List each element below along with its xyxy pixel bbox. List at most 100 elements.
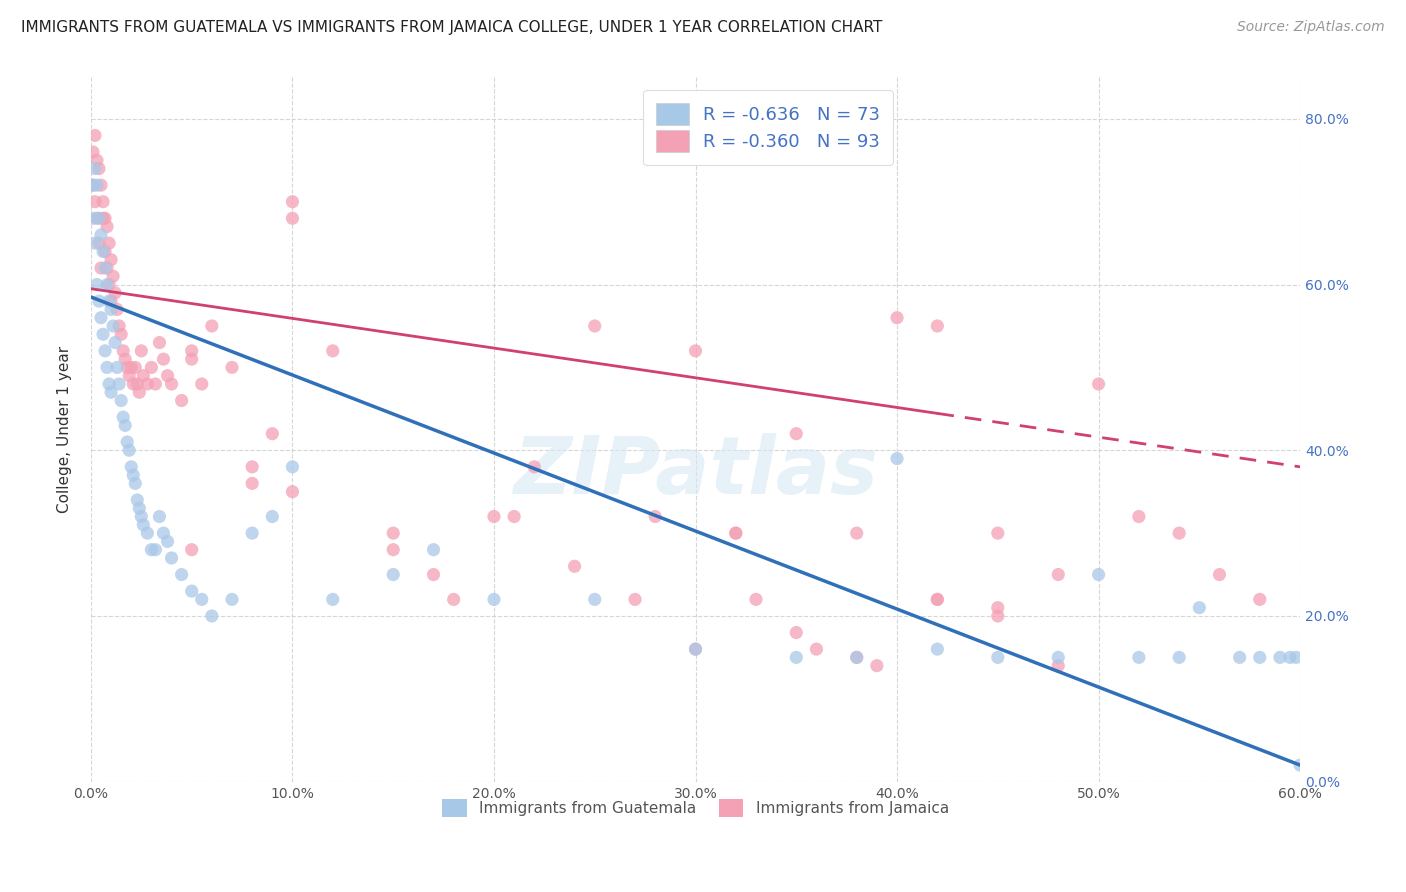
Point bbox=[927, 318, 949, 333]
Point bbox=[152, 352, 174, 367]
Point bbox=[115, 360, 138, 375]
Point bbox=[105, 360, 128, 375]
Point bbox=[1188, 600, 1211, 615]
Point bbox=[382, 567, 405, 582]
Point bbox=[806, 642, 828, 657]
Point bbox=[100, 385, 122, 400]
Point bbox=[120, 360, 142, 375]
Point bbox=[644, 509, 666, 524]
Point bbox=[170, 393, 193, 408]
Point bbox=[987, 526, 1010, 541]
Point bbox=[90, 260, 112, 275]
Point bbox=[987, 600, 1010, 615]
Point bbox=[82, 145, 104, 159]
Point bbox=[118, 443, 141, 458]
Point bbox=[160, 551, 183, 566]
Point bbox=[845, 650, 868, 665]
Point bbox=[1289, 758, 1312, 772]
Point bbox=[262, 426, 284, 441]
Point bbox=[86, 178, 108, 193]
Point bbox=[482, 592, 505, 607]
Point bbox=[127, 376, 149, 391]
Point bbox=[132, 368, 155, 383]
Point bbox=[1087, 376, 1109, 391]
Point bbox=[94, 244, 117, 259]
Point bbox=[443, 592, 465, 607]
Point bbox=[1168, 650, 1191, 665]
Point bbox=[987, 650, 1010, 665]
Point bbox=[583, 592, 606, 607]
Point bbox=[927, 642, 949, 657]
Point bbox=[564, 559, 586, 574]
Point bbox=[240, 476, 263, 491]
Point bbox=[124, 476, 146, 491]
Point bbox=[1168, 526, 1191, 541]
Point bbox=[685, 343, 707, 358]
Text: IMMIGRANTS FROM GUATEMALA VS IMMIGRANTS FROM JAMAICA COLLEGE, UNDER 1 YEAR CORRE: IMMIGRANTS FROM GUATEMALA VS IMMIGRANTS … bbox=[21, 20, 883, 35]
Point bbox=[110, 393, 132, 408]
Point bbox=[131, 343, 153, 358]
Point bbox=[114, 418, 136, 433]
Point bbox=[156, 368, 179, 383]
Point bbox=[82, 211, 104, 226]
Point bbox=[100, 252, 122, 267]
Point bbox=[785, 625, 807, 640]
Point bbox=[84, 236, 107, 251]
Point bbox=[82, 178, 104, 193]
Point bbox=[724, 526, 747, 541]
Point bbox=[1285, 650, 1308, 665]
Point bbox=[583, 318, 606, 333]
Point bbox=[1047, 650, 1070, 665]
Point bbox=[87, 211, 110, 226]
Point bbox=[785, 650, 807, 665]
Point bbox=[90, 178, 112, 193]
Point bbox=[624, 592, 647, 607]
Point bbox=[94, 343, 117, 358]
Point bbox=[1128, 650, 1150, 665]
Point bbox=[281, 484, 304, 499]
Point bbox=[145, 542, 167, 557]
Point bbox=[1047, 658, 1070, 673]
Point bbox=[322, 592, 344, 607]
Point bbox=[160, 376, 183, 391]
Point bbox=[845, 650, 868, 665]
Y-axis label: College, Under 1 year: College, Under 1 year bbox=[58, 346, 72, 513]
Point bbox=[927, 592, 949, 607]
Point bbox=[523, 459, 546, 474]
Point bbox=[281, 194, 304, 209]
Point bbox=[98, 376, 121, 391]
Point bbox=[148, 509, 170, 524]
Point bbox=[240, 459, 263, 474]
Point bbox=[136, 376, 159, 391]
Point bbox=[86, 211, 108, 226]
Point bbox=[180, 584, 202, 599]
Point bbox=[724, 526, 747, 541]
Point bbox=[422, 542, 444, 557]
Point bbox=[124, 360, 146, 375]
Point bbox=[127, 493, 149, 508]
Point bbox=[108, 318, 131, 333]
Point bbox=[90, 227, 112, 242]
Point bbox=[84, 128, 107, 143]
Point bbox=[281, 211, 304, 226]
Point bbox=[148, 335, 170, 350]
Point bbox=[96, 277, 118, 292]
Point bbox=[96, 219, 118, 234]
Point bbox=[112, 410, 135, 425]
Point bbox=[94, 211, 117, 226]
Point bbox=[201, 609, 224, 624]
Point bbox=[1229, 650, 1251, 665]
Point bbox=[108, 376, 131, 391]
Point bbox=[101, 318, 124, 333]
Point bbox=[1249, 650, 1271, 665]
Point bbox=[91, 244, 114, 259]
Point bbox=[987, 609, 1010, 624]
Point bbox=[152, 526, 174, 541]
Point bbox=[136, 526, 159, 541]
Point bbox=[180, 343, 202, 358]
Point bbox=[94, 260, 117, 275]
Point bbox=[422, 567, 444, 582]
Point bbox=[90, 310, 112, 325]
Point bbox=[131, 509, 153, 524]
Point bbox=[122, 376, 145, 391]
